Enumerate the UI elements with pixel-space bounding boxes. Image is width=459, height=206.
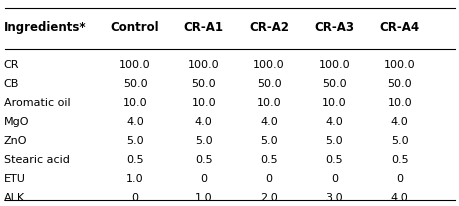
Text: CR: CR — [4, 60, 19, 70]
Text: 50.0: 50.0 — [386, 79, 411, 89]
Text: 0.5: 0.5 — [260, 155, 277, 165]
Text: 1.0: 1.0 — [126, 174, 144, 184]
Text: 0: 0 — [131, 193, 138, 203]
Text: Control: Control — [111, 21, 159, 34]
Text: 50.0: 50.0 — [256, 79, 281, 89]
Text: 4.0: 4.0 — [390, 193, 408, 203]
Text: 0.5: 0.5 — [195, 155, 212, 165]
Text: CB: CB — [4, 79, 19, 89]
Text: 5.0: 5.0 — [325, 136, 342, 146]
Text: 0: 0 — [200, 174, 207, 184]
Text: 2.0: 2.0 — [260, 193, 277, 203]
Text: 1.0: 1.0 — [195, 193, 212, 203]
Text: 4.0: 4.0 — [390, 117, 408, 127]
Text: 50.0: 50.0 — [321, 79, 346, 89]
Text: 4.0: 4.0 — [325, 117, 342, 127]
Text: Ingredients*: Ingredients* — [4, 21, 86, 34]
Text: ETU: ETU — [4, 174, 26, 184]
Text: 100.0: 100.0 — [318, 60, 349, 70]
Text: 10.0: 10.0 — [256, 98, 281, 108]
Text: Aromatic oil: Aromatic oil — [4, 98, 70, 108]
Text: 5.0: 5.0 — [260, 136, 277, 146]
Text: 0.5: 0.5 — [126, 155, 144, 165]
Text: 100.0: 100.0 — [119, 60, 151, 70]
Text: ALK: ALK — [4, 193, 25, 203]
Text: 5.0: 5.0 — [390, 136, 408, 146]
Text: 0: 0 — [265, 174, 272, 184]
Text: 5.0: 5.0 — [126, 136, 144, 146]
Text: 100.0: 100.0 — [383, 60, 414, 70]
Text: 100.0: 100.0 — [188, 60, 219, 70]
Text: CR-A2: CR-A2 — [249, 21, 288, 34]
Text: 0: 0 — [330, 174, 337, 184]
Text: 0.5: 0.5 — [390, 155, 408, 165]
Text: 5.0: 5.0 — [195, 136, 212, 146]
Text: 4.0: 4.0 — [195, 117, 212, 127]
Text: 0.5: 0.5 — [325, 155, 342, 165]
Text: 4.0: 4.0 — [260, 117, 277, 127]
Text: Stearic acid: Stearic acid — [4, 155, 69, 165]
Text: 10.0: 10.0 — [123, 98, 147, 108]
Text: CR-A4: CR-A4 — [379, 21, 419, 34]
Text: ZnO: ZnO — [4, 136, 27, 146]
Text: 50.0: 50.0 — [123, 79, 147, 89]
Text: 3.0: 3.0 — [325, 193, 342, 203]
Text: 50.0: 50.0 — [191, 79, 216, 89]
Text: CR-A3: CR-A3 — [314, 21, 353, 34]
Text: 10.0: 10.0 — [386, 98, 411, 108]
Text: 10.0: 10.0 — [191, 98, 216, 108]
Text: MgO: MgO — [4, 117, 29, 127]
Text: CR-A1: CR-A1 — [184, 21, 223, 34]
Text: 100.0: 100.0 — [253, 60, 284, 70]
Text: 4.0: 4.0 — [126, 117, 144, 127]
Text: 10.0: 10.0 — [321, 98, 346, 108]
Text: 0: 0 — [395, 174, 403, 184]
